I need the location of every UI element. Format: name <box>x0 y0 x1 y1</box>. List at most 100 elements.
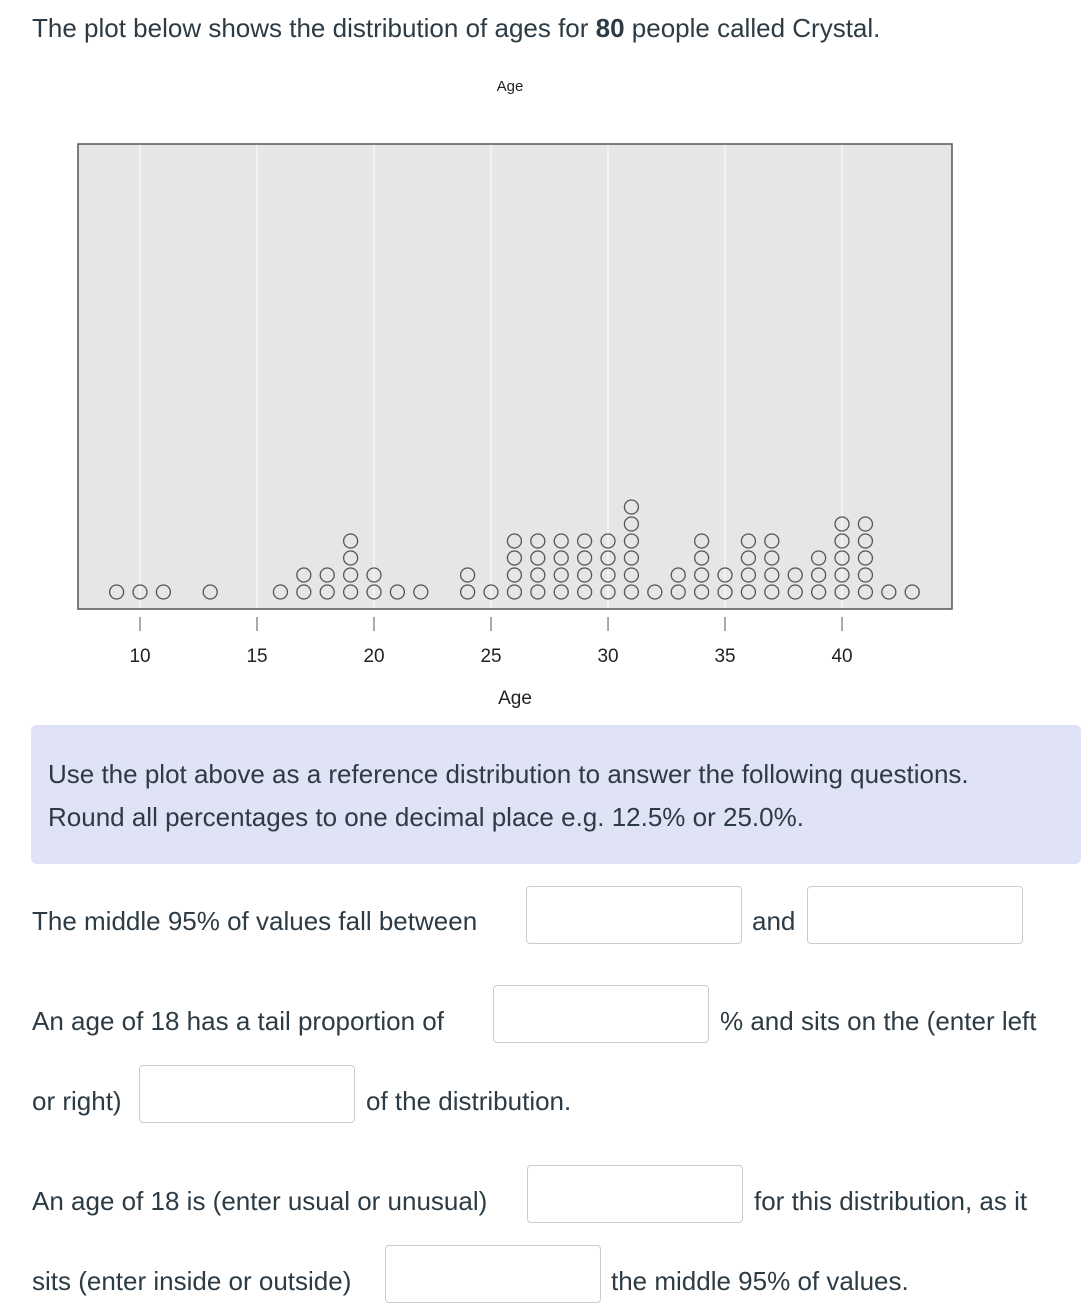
dot <box>296 567 312 583</box>
instructions: Use the plot above as a reference distri… <box>48 759 969 789</box>
dot <box>623 584 640 600</box>
x-tick-label: 10 <box>129 646 150 667</box>
question-text: the middle 95% of values. <box>611 1266 909 1296</box>
dot <box>810 550 827 566</box>
dot <box>553 550 569 566</box>
dot <box>553 567 569 583</box>
intro: The plot below shows the distribution of… <box>32 13 880 43</box>
dot <box>834 567 850 583</box>
dot <box>764 567 780 583</box>
count: 80 <box>595 13 625 43</box>
dot <box>857 533 874 549</box>
answer-input[interactable] <box>385 1245 601 1303</box>
x-tick-label: 25 <box>480 646 501 667</box>
dot <box>576 533 593 549</box>
dot <box>693 550 710 566</box>
dot <box>530 533 546 549</box>
dot <box>904 584 920 600</box>
dot <box>459 584 476 600</box>
dot <box>155 584 172 600</box>
dot <box>366 584 382 600</box>
dot <box>834 516 850 532</box>
dot <box>693 584 710 600</box>
dot <box>647 584 663 600</box>
dot <box>881 584 897 600</box>
dot <box>857 567 874 583</box>
dot <box>740 567 757 583</box>
dot <box>787 584 803 600</box>
intro-text: The plot below shows the distribution of… <box>32 13 596 43</box>
answer-input[interactable] <box>493 985 709 1043</box>
dot <box>740 550 757 566</box>
x-tick-label: 30 <box>597 646 618 667</box>
dot <box>530 567 546 583</box>
dot <box>342 567 359 583</box>
dot <box>319 567 335 583</box>
dot <box>108 584 125 600</box>
dot <box>530 550 546 566</box>
dot <box>132 584 148 600</box>
question-text: or right) <box>32 1086 122 1116</box>
question-text: for this distribution, as it <box>754 1186 1028 1216</box>
answer-input[interactable] <box>526 886 742 944</box>
dot <box>857 516 874 532</box>
dot <box>600 533 616 549</box>
dot <box>740 584 757 600</box>
dot <box>506 567 523 583</box>
dot <box>319 584 335 600</box>
dot <box>506 533 523 549</box>
question-text: of the distribution. <box>366 1086 572 1116</box>
dot <box>342 550 359 566</box>
question-text: An age of 18 is (enter usual or unusual) <box>32 1186 488 1216</box>
dot <box>342 533 359 549</box>
chart-title: Age <box>497 78 524 95</box>
dot <box>530 584 546 600</box>
dot <box>857 584 874 600</box>
dot <box>787 567 803 583</box>
question-text: and <box>752 906 796 936</box>
question-text: The middle 95% of values fall between <box>32 906 478 936</box>
dot <box>834 584 850 600</box>
dot <box>342 584 359 600</box>
dot <box>576 584 593 600</box>
dot <box>366 567 382 583</box>
x-tick-label: 20 <box>363 646 384 667</box>
dot <box>810 567 827 583</box>
dot <box>764 550 780 566</box>
instructions: Round all percentages to one decimal pla… <box>48 802 804 832</box>
dot <box>600 567 616 583</box>
dot <box>834 533 850 549</box>
dot <box>623 499 640 515</box>
question-text: % and sits on the (enter left <box>720 1006 1037 1036</box>
answer-input[interactable] <box>139 1065 355 1123</box>
dot <box>506 584 523 600</box>
dot <box>717 567 733 583</box>
answer-input[interactable] <box>527 1165 743 1223</box>
dot <box>693 533 710 549</box>
dot <box>623 516 640 532</box>
dot <box>623 550 640 566</box>
dot <box>857 550 874 566</box>
intro-text: people called Crystal. <box>624 13 881 43</box>
dot <box>576 550 593 566</box>
dot <box>389 584 406 600</box>
dot <box>483 584 499 600</box>
dot <box>764 533 780 549</box>
dot <box>834 550 850 566</box>
dot <box>623 567 640 583</box>
dot <box>717 584 733 600</box>
dot <box>740 533 757 549</box>
dot <box>693 567 710 583</box>
x-tick-label: 40 <box>831 646 852 667</box>
x-tick-label: 35 <box>714 646 735 667</box>
dot <box>296 584 312 600</box>
dot <box>272 584 289 600</box>
dot <box>670 584 686 600</box>
dot <box>810 584 827 600</box>
answer-input[interactable] <box>807 886 1023 944</box>
dot <box>413 584 429 600</box>
x-tick-label: 15 <box>246 646 267 667</box>
chart: Age Age 10 15 20 25 30 35 40 <box>77 78 953 709</box>
dot <box>600 584 616 600</box>
